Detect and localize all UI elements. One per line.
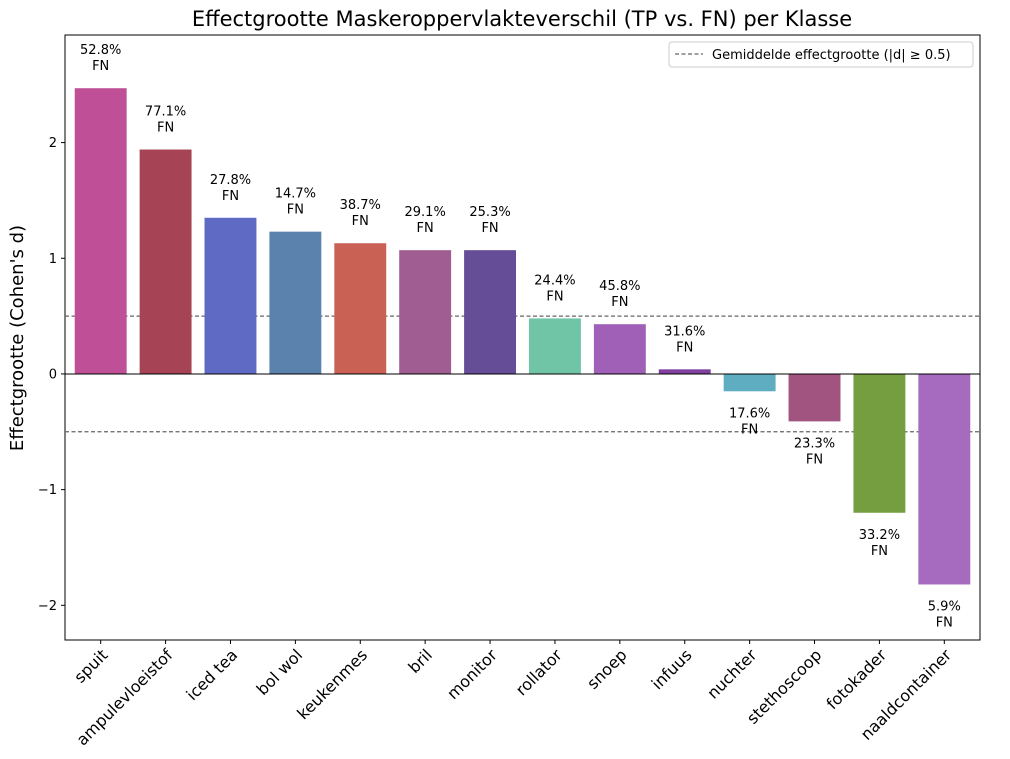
bar-iced-tea <box>204 217 257 374</box>
bar-annotation-tag: FN <box>352 214 369 229</box>
x-tick-label: monitor <box>443 645 501 703</box>
bar-annotation-tag: FN <box>741 422 758 437</box>
bar-annotation-percent: 31.6% <box>664 324 705 339</box>
legend-entry-label: Gemiddelde effectgrootte (|d| ≥ 0.5) <box>712 48 951 63</box>
bar-keukenmes <box>334 243 387 374</box>
bar-snoep <box>593 324 646 374</box>
bar-rollator <box>528 318 581 374</box>
bar-annotation-percent: 24.4% <box>534 273 575 288</box>
y-tick-label: 0 <box>49 367 57 382</box>
x-tick-label: spuit <box>70 645 111 686</box>
x-tick-label: fotokader <box>822 645 890 713</box>
bar-stethoscoop <box>788 373 841 422</box>
bar-annotation-tag: FN <box>287 203 304 218</box>
x-tick-label: bol wol <box>253 645 307 699</box>
x-tick-label: infuus <box>648 645 696 693</box>
bar-bol-wol <box>269 231 322 374</box>
bar-annotation-tag: FN <box>871 544 888 559</box>
bar-annotation-tag: FN <box>222 189 239 204</box>
x-tick-label: bril <box>404 645 436 677</box>
plot-frame <box>64 34 981 641</box>
legend-frame <box>668 41 974 68</box>
bar-annotation-percent: 14.7% <box>275 187 316 202</box>
bar-annotation-percent: 45.8% <box>599 279 640 294</box>
bar-naaldcontainer <box>918 373 971 585</box>
bar-spuit <box>74 88 127 374</box>
y-tick-label: 1 <box>49 252 57 267</box>
x-tick-label: iced tea <box>182 645 241 704</box>
x-tick-label: snoep <box>583 645 631 693</box>
bar-annotation-tag: FN <box>417 221 434 236</box>
y-tick-label: −2 <box>38 599 57 614</box>
bar-fotokader <box>853 373 906 513</box>
bar-annotation-percent: 38.7% <box>340 198 381 213</box>
bar-annotation-tag: FN <box>92 59 109 74</box>
bar-annotation-percent: 17.6% <box>729 406 770 421</box>
bar-annotation-tag: FN <box>546 289 563 304</box>
bar-annotation-percent: 25.3% <box>469 205 510 220</box>
bar-annotation-percent: 27.8% <box>210 173 251 188</box>
bar-infuus <box>658 369 711 374</box>
bar-annotation-percent: 23.3% <box>794 436 835 451</box>
bar-monitor <box>464 250 517 374</box>
y-axis-label: Effectgrootte (Cohen's d) <box>7 225 28 451</box>
bar-annotation-tag: FN <box>611 295 628 310</box>
x-tick-label: nuchter <box>703 645 761 703</box>
bar-annotation-percent: 52.8% <box>80 43 121 58</box>
bar-ampulevloeistof <box>139 149 192 374</box>
bar-annotation-percent: 29.1% <box>405 205 446 220</box>
bar-annotation-percent: 5.9% <box>928 599 961 614</box>
bar-annotation-tag: FN <box>806 452 823 467</box>
x-tick-label: rollator <box>512 645 566 699</box>
bar-annotation-percent: 77.1% <box>145 105 186 120</box>
chart-title: Effectgrootte Maskeroppervlakteverschil … <box>192 7 852 31</box>
bar-annotation-tag: FN <box>676 340 693 355</box>
bar-annotation-percent: 33.2% <box>859 528 900 543</box>
y-tick-label: 2 <box>49 136 57 151</box>
bar-annotation-tag: FN <box>157 121 174 136</box>
bar-bril <box>399 250 452 374</box>
bar-annotation-tag: FN <box>936 615 953 630</box>
bar-nuchter <box>723 373 776 392</box>
y-tick-label: −1 <box>38 483 57 498</box>
x-tick-label: keukenmes <box>293 645 371 723</box>
bar-annotation-tag: FN <box>481 221 498 236</box>
legend: Gemiddelde effectgrootte (|d| ≥ 0.5) <box>668 41 974 68</box>
